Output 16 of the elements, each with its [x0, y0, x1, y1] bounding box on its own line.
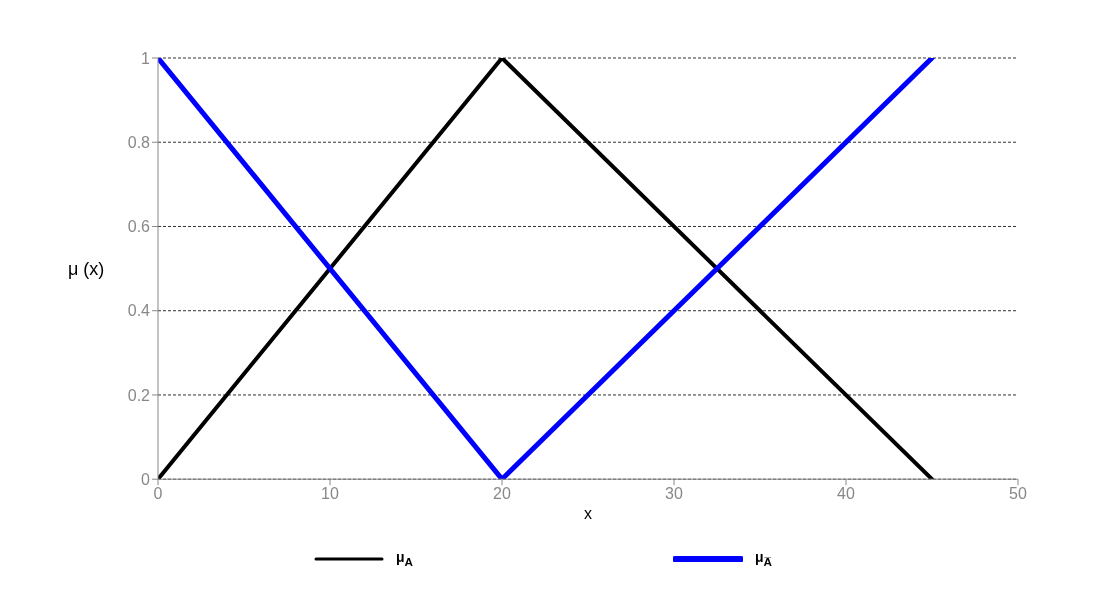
y-tick-label: 0.6 — [127, 218, 151, 236]
y-axis-title: μ (x) — [68, 258, 105, 279]
x-tick-label: 0 — [153, 484, 163, 502]
x-tick-label: 40 — [837, 484, 855, 502]
legend-label: μ$_{A̅}$ — [755, 549, 772, 568]
x-tick-label: 30 — [665, 484, 683, 502]
y-tick-label: 0.4 — [127, 302, 151, 320]
y-tick-label: 0.8 — [127, 133, 151, 151]
legend-label: μ$_{A}$ — [396, 549, 413, 568]
x-tick-label: 20 — [493, 484, 511, 502]
x-tick-label: 50 — [1009, 484, 1027, 502]
x-axis-title: x — [584, 505, 592, 523]
y-tick-label: 1 — [141, 49, 151, 67]
y-tick-label: 0 — [141, 470, 151, 488]
y-tick-label: 0.2 — [127, 386, 151, 404]
x-tick-label: 10 — [321, 484, 339, 502]
